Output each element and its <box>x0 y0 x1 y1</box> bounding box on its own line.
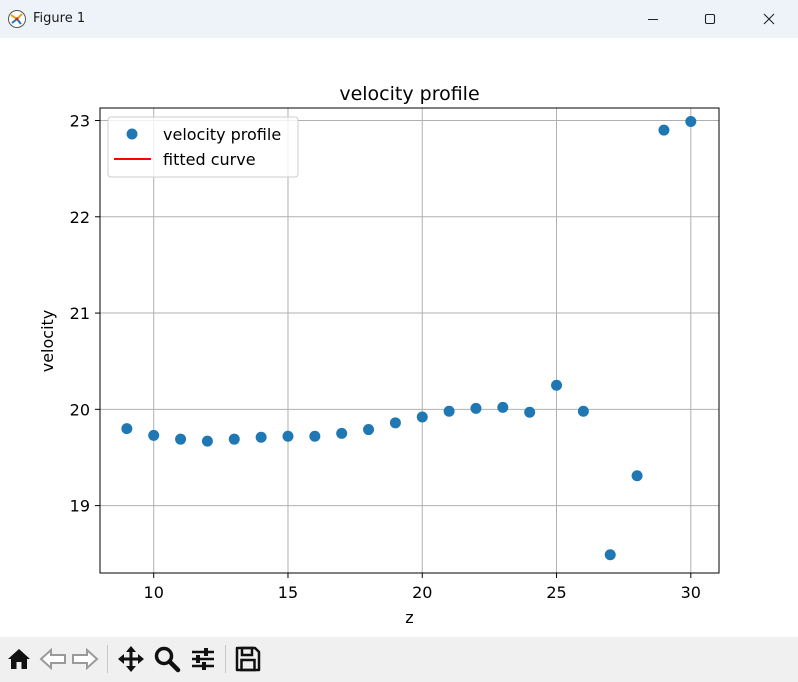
data-point <box>604 549 616 561</box>
window-titlebar: Figure 1 <box>0 0 798 38</box>
data-point <box>631 470 643 482</box>
data-point <box>551 379 563 391</box>
navigation-toolbar <box>0 637 798 682</box>
chart-title: velocity profile <box>339 83 479 105</box>
data-point <box>228 433 240 445</box>
data-point <box>175 433 187 445</box>
minimize-button[interactable] <box>626 0 680 38</box>
toolbar-separator <box>225 645 226 673</box>
close-button[interactable] <box>742 0 796 38</box>
legend: velocity profile fitted curve <box>107 116 299 178</box>
configure-subplots-icon <box>192 648 214 670</box>
configure-subplots-button[interactable] <box>188 644 218 674</box>
data-point <box>309 430 321 442</box>
window-title: Figure 1 <box>33 11 86 26</box>
legend-label-fitted-curve: fitted curve <box>163 150 256 169</box>
axes-frame <box>99 107 720 574</box>
data-point <box>416 411 428 423</box>
forward-icon <box>72 647 99 671</box>
legend-label-velocity-profile: velocity profile <box>163 125 281 144</box>
legend-marker-velocity-profile <box>126 128 138 140</box>
y-tick-label: 20 <box>70 400 90 419</box>
back-button[interactable] <box>38 644 68 674</box>
data-point <box>497 401 509 413</box>
save-icon <box>235 646 261 672</box>
save-button[interactable] <box>233 644 263 674</box>
maximize-icon <box>704 13 716 25</box>
y-axis-label: velocity <box>38 310 57 373</box>
data-point <box>577 405 589 417</box>
y-tick-label: 22 <box>70 208 90 227</box>
x-tick-label: 10 <box>144 583 164 602</box>
y-tick-label: 19 <box>70 497 90 516</box>
figure-canvas: 10 15 20 25 30 19 20 21 22 23 velocity profile z … <box>0 38 798 637</box>
y-tick-label: 21 <box>70 304 90 323</box>
toolbar-separator <box>107 645 108 673</box>
x-tick-label: 15 <box>278 583 298 602</box>
maximize-button[interactable] <box>683 0 737 38</box>
pan-icon <box>118 646 144 672</box>
x-tick-label: 30 <box>681 583 701 602</box>
data-point <box>255 431 267 443</box>
legend-box <box>107 116 299 178</box>
data-point <box>524 406 536 418</box>
data-point <box>201 435 213 447</box>
zoom-button[interactable] <box>152 644 182 674</box>
data-point <box>470 402 482 414</box>
zoom-icon <box>154 646 181 673</box>
data-point <box>389 417 401 429</box>
x-axis-label: z <box>405 608 413 627</box>
home-icon <box>8 649 30 669</box>
figure-app-icon <box>8 10 26 28</box>
forward-button[interactable] <box>70 644 100 674</box>
pan-button[interactable] <box>116 644 146 674</box>
data-point <box>148 429 160 441</box>
data-point <box>443 405 455 417</box>
x-tick-label: 25 <box>546 583 566 602</box>
y-tick-label: 23 <box>70 112 90 131</box>
back-icon <box>39 647 66 671</box>
data-point <box>336 427 348 439</box>
data-point <box>282 430 294 442</box>
data-point <box>658 124 670 136</box>
close-icon <box>763 13 775 25</box>
home-button[interactable] <box>4 644 34 674</box>
data-point <box>121 423 133 435</box>
x-tick-label: 20 <box>412 583 432 602</box>
data-point <box>685 115 697 127</box>
data-point <box>363 424 375 436</box>
minimize-icon <box>648 19 658 20</box>
